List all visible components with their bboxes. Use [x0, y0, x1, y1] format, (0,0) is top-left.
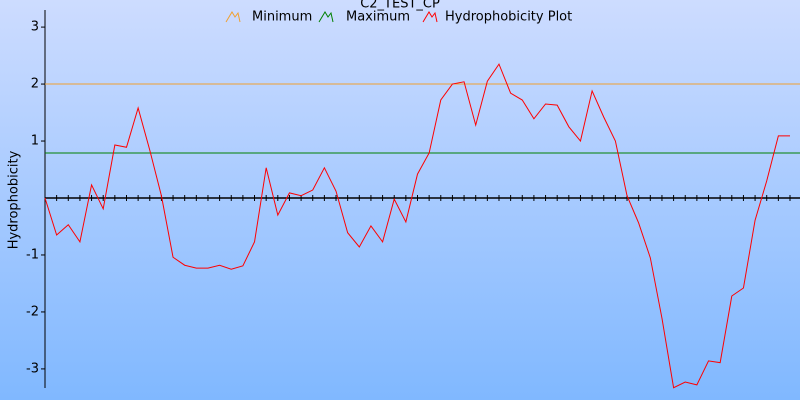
- y-tick-label: 1: [31, 134, 39, 149]
- y-tick-label: 2: [31, 77, 39, 92]
- y-axis-label: Hydrophobicity: [7, 150, 22, 249]
- data-line: [44, 63, 790, 389]
- y-tick-label: -3: [26, 361, 39, 376]
- y-tick-label: 3: [31, 20, 39, 35]
- legend-label: Hydrophobicity Plot: [445, 10, 572, 25]
- legend-marker: [318, 11, 334, 23]
- chart-title: C2_TEST_CP: [360, 0, 440, 12]
- y-tick-label: -1: [26, 247, 39, 262]
- legend-label: Minimum: [252, 10, 312, 25]
- legend-marker: [422, 11, 438, 23]
- y-tick-label: -2: [26, 304, 39, 319]
- legend-marker: [225, 11, 241, 23]
- legend-label: Maximum: [346, 10, 410, 25]
